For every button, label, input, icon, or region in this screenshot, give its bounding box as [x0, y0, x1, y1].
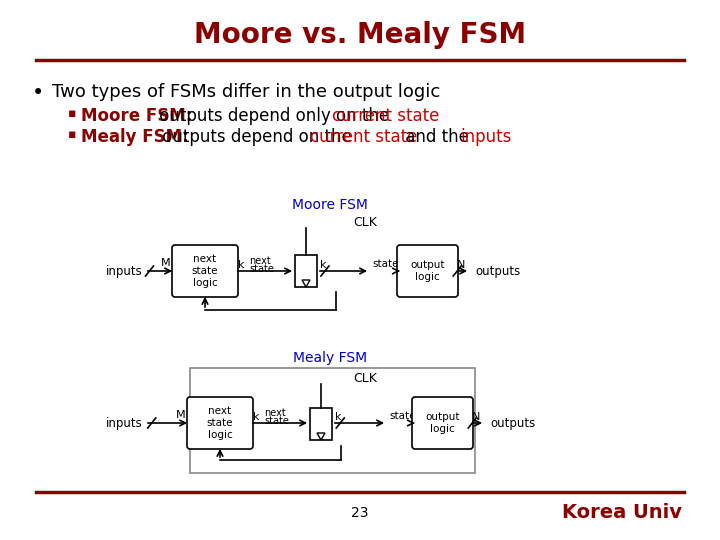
Text: logic: logic [193, 278, 217, 288]
Text: outputs depend on the: outputs depend on the [157, 128, 357, 146]
Text: outputs: outputs [475, 265, 521, 278]
Text: current state: current state [310, 128, 418, 146]
Text: inputs: inputs [107, 416, 143, 429]
Text: 23: 23 [351, 506, 369, 520]
Text: M: M [161, 258, 171, 268]
Text: inputs: inputs [460, 128, 511, 146]
Text: state: state [207, 418, 233, 428]
Text: ▪: ▪ [68, 128, 76, 141]
Text: output: output [410, 260, 445, 270]
Text: ▪: ▪ [68, 107, 76, 120]
Text: next: next [194, 254, 217, 265]
Text: logic: logic [415, 272, 440, 282]
Text: next: next [249, 256, 271, 266]
Text: N: N [472, 412, 480, 422]
Text: inputs: inputs [107, 265, 143, 278]
Text: state: state [192, 266, 218, 276]
FancyBboxPatch shape [172, 245, 238, 297]
Text: k: k [238, 260, 245, 270]
Text: M: M [176, 410, 186, 420]
Text: Mealy FSM: Mealy FSM [293, 351, 367, 365]
Bar [310, 408, 332, 440]
Text: logic: logic [430, 424, 455, 434]
Text: outputs depend only on the: outputs depend only on the [154, 107, 395, 125]
Text: next: next [208, 407, 232, 416]
Text: Moore FSM:: Moore FSM: [81, 107, 192, 125]
Text: output: output [426, 412, 460, 422]
Text: state: state [264, 416, 289, 426]
Text: state: state [372, 259, 398, 269]
Text: •: • [32, 83, 44, 103]
Text: Korea Univ: Korea Univ [562, 503, 682, 523]
Text: state: state [249, 264, 274, 274]
FancyBboxPatch shape [412, 397, 473, 449]
Text: Moore vs. Mealy FSM: Moore vs. Mealy FSM [194, 21, 526, 49]
Text: outputs: outputs [490, 416, 535, 429]
Text: CLK: CLK [353, 215, 377, 228]
Text: Mealy FSM:: Mealy FSM: [81, 128, 189, 146]
Text: N: N [457, 260, 465, 270]
Text: k: k [253, 412, 259, 422]
Text: current state: current state [332, 107, 439, 125]
Text: CLK: CLK [353, 372, 377, 384]
Text: next: next [264, 408, 286, 418]
Bar [190, 368, 475, 473]
Text: k: k [335, 412, 341, 422]
FancyBboxPatch shape [397, 245, 458, 297]
Bar [295, 255, 317, 287]
Text: Two types of FSMs differ in the output logic: Two types of FSMs differ in the output l… [52, 83, 440, 101]
FancyBboxPatch shape [187, 397, 253, 449]
Text: state: state [389, 411, 415, 421]
Text: and the: and the [400, 128, 474, 146]
Text: k: k [320, 260, 326, 270]
Text: logic: logic [207, 430, 233, 440]
Text: Moore FSM: Moore FSM [292, 198, 368, 212]
